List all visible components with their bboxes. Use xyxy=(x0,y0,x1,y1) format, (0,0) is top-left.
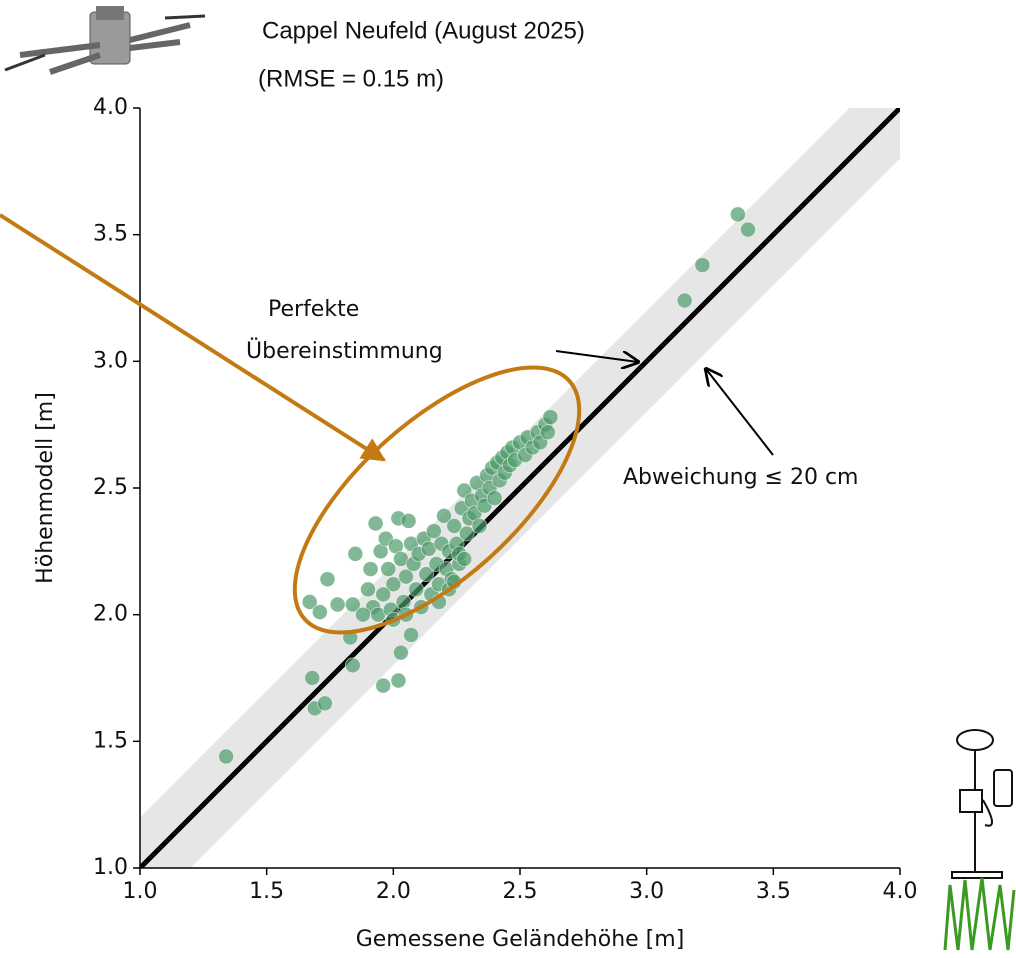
data-point xyxy=(425,523,442,539)
annotation-arrow xyxy=(555,350,638,362)
chart-title: Cappel Neufeld (August 2025) xyxy=(262,17,585,44)
x-tick-label: 1.0 xyxy=(123,879,158,904)
drone-icon xyxy=(4,6,206,75)
data-point xyxy=(446,518,463,534)
data-point xyxy=(393,644,409,661)
data-point xyxy=(398,568,414,585)
data-point xyxy=(347,545,364,562)
data-point xyxy=(329,596,346,613)
background-layer xyxy=(140,108,900,868)
data-point xyxy=(486,490,503,507)
data-point xyxy=(375,677,392,694)
data-point xyxy=(360,581,376,598)
y-axis-label: Höhenmodell [m] xyxy=(33,392,58,584)
data-point xyxy=(311,604,328,621)
annotation: Perfekte xyxy=(268,297,359,322)
x-tick-label: 3.0 xyxy=(629,879,664,904)
data-point xyxy=(362,561,379,577)
data-point xyxy=(740,221,756,238)
data-point xyxy=(218,748,235,765)
data-point xyxy=(729,206,746,223)
data-point xyxy=(390,672,407,689)
data-point xyxy=(304,670,321,686)
y-tick-label: 4.0 xyxy=(93,95,128,120)
highlight-ellipse xyxy=(292,365,582,635)
data-point xyxy=(319,571,336,588)
chart-subtitle: (RMSE = 0.15 m) xyxy=(258,65,444,92)
data-point xyxy=(380,561,397,577)
highlight-arrow xyxy=(0,213,387,462)
data-point xyxy=(458,525,475,542)
annotation: Abweichung ≤ 20 cm xyxy=(623,465,858,490)
y-tick-label: 2.0 xyxy=(93,602,128,627)
y-tick-label: 1.0 xyxy=(93,855,128,880)
x-tick-label: 3.5 xyxy=(756,879,791,904)
y-tick-label: 2.5 xyxy=(93,475,128,500)
data-point xyxy=(456,551,473,567)
data-point xyxy=(367,515,384,532)
data-point xyxy=(385,576,402,593)
annotation: Übereinstimmung xyxy=(246,338,443,364)
data-point xyxy=(403,627,419,643)
x-tick-label: 2.5 xyxy=(503,879,538,904)
y-tick-label: 1.5 xyxy=(93,728,128,753)
data-point xyxy=(344,596,361,613)
data-point xyxy=(355,606,371,623)
data-point xyxy=(408,581,425,598)
data-point xyxy=(375,586,392,603)
y-tick-label: 3.0 xyxy=(93,348,128,373)
gnss-icon xyxy=(943,729,1016,951)
data-point xyxy=(317,695,333,712)
x-tick-label: 2.0 xyxy=(376,879,411,904)
data-point xyxy=(418,566,435,583)
x-tick-label: 1.5 xyxy=(249,879,284,904)
y-tick-label: 3.5 xyxy=(93,222,128,247)
foreground-layer: 1.0 1.5 2.0 2.5 3.0 3.5 4.0 1.0 1.5 2.0 2.5 3.0 3.5 4… xyxy=(93,95,918,904)
annotation-arrow xyxy=(706,369,774,456)
data-point xyxy=(471,518,488,534)
x-tick-label: 4.0 xyxy=(883,879,918,904)
data-point xyxy=(542,409,559,425)
data-point xyxy=(344,657,361,674)
data-point xyxy=(694,257,711,273)
data-point xyxy=(539,424,556,441)
data-point xyxy=(436,507,452,524)
data-point xyxy=(676,292,693,309)
data-point xyxy=(400,513,417,529)
x-axis-label: Gemessene Geländehöhe [m] xyxy=(356,927,685,952)
identity-line xyxy=(140,108,900,868)
data-point xyxy=(301,594,318,610)
